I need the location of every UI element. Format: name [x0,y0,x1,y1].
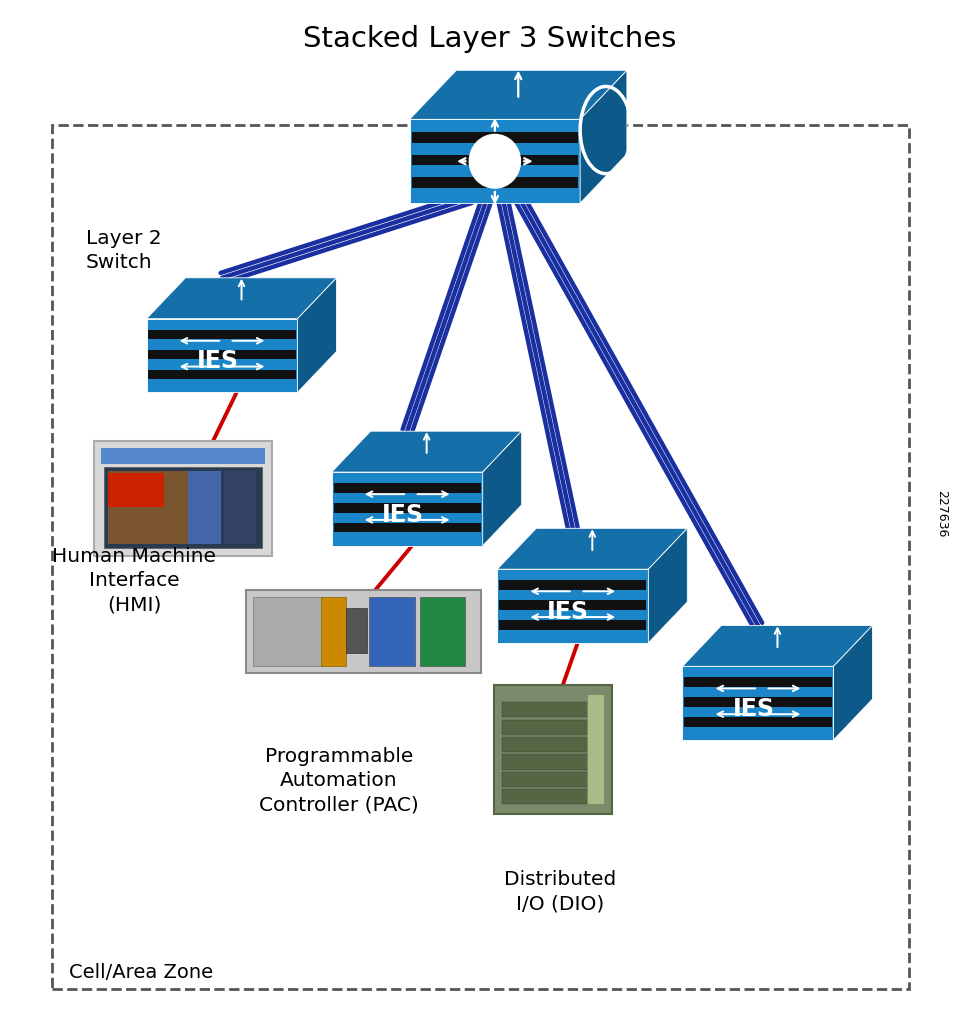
Text: Cell/Area Zone: Cell/Area Zone [69,962,214,982]
Polygon shape [682,625,872,666]
FancyBboxPatch shape [494,685,612,813]
Polygon shape [499,580,647,590]
Bar [52,125,909,989]
Text: Layer 2
Switch: Layer 2 Switch [85,228,162,271]
Polygon shape [333,523,481,533]
FancyBboxPatch shape [346,609,367,653]
Polygon shape [331,472,483,546]
FancyBboxPatch shape [502,702,605,718]
FancyBboxPatch shape [587,694,605,804]
FancyBboxPatch shape [108,473,164,507]
FancyBboxPatch shape [108,471,190,544]
Polygon shape [499,620,647,629]
Text: Distributed
I/O (DIO): Distributed I/O (DIO) [504,870,616,913]
Polygon shape [148,369,296,379]
Polygon shape [497,528,687,570]
Circle shape [469,135,520,188]
Polygon shape [410,70,627,119]
FancyBboxPatch shape [104,467,262,548]
Polygon shape [146,319,298,393]
FancyBboxPatch shape [419,597,466,666]
Text: Stacked Layer 3 Switches: Stacked Layer 3 Switches [304,25,676,52]
FancyBboxPatch shape [502,790,605,804]
FancyBboxPatch shape [502,720,605,735]
Polygon shape [649,528,687,642]
Polygon shape [146,278,336,319]
FancyBboxPatch shape [502,772,605,787]
Polygon shape [412,132,578,143]
Text: IES: IES [732,697,774,721]
FancyBboxPatch shape [253,597,323,666]
Polygon shape [331,431,521,472]
Polygon shape [148,350,296,359]
Polygon shape [682,666,834,740]
Text: IES: IES [197,350,238,373]
FancyBboxPatch shape [188,471,220,544]
FancyBboxPatch shape [369,597,415,666]
Polygon shape [483,431,521,546]
Polygon shape [684,677,832,687]
FancyBboxPatch shape [502,737,605,752]
Polygon shape [148,330,296,339]
Polygon shape [834,625,872,740]
Text: IES: IES [381,503,423,526]
Polygon shape [580,70,627,204]
FancyBboxPatch shape [321,597,346,666]
Polygon shape [684,718,832,727]
Polygon shape [684,697,832,707]
FancyBboxPatch shape [94,441,272,556]
Polygon shape [333,483,481,492]
Polygon shape [412,177,578,188]
Polygon shape [499,600,647,610]
Polygon shape [333,503,481,513]
Text: IES: IES [547,600,589,624]
Text: 227636: 227636 [935,490,948,538]
Polygon shape [412,154,578,166]
FancyBboxPatch shape [101,448,266,465]
FancyBboxPatch shape [223,471,256,544]
FancyBboxPatch shape [502,755,605,770]
Text: Programmable
Automation
Controller (PAC): Programmable Automation Controller (PAC) [259,747,418,814]
FancyBboxPatch shape [246,590,481,673]
Polygon shape [298,278,336,393]
Polygon shape [497,570,649,642]
Polygon shape [410,119,580,204]
Text: Human Machine
Interface
(HMI): Human Machine Interface (HMI) [52,547,217,614]
